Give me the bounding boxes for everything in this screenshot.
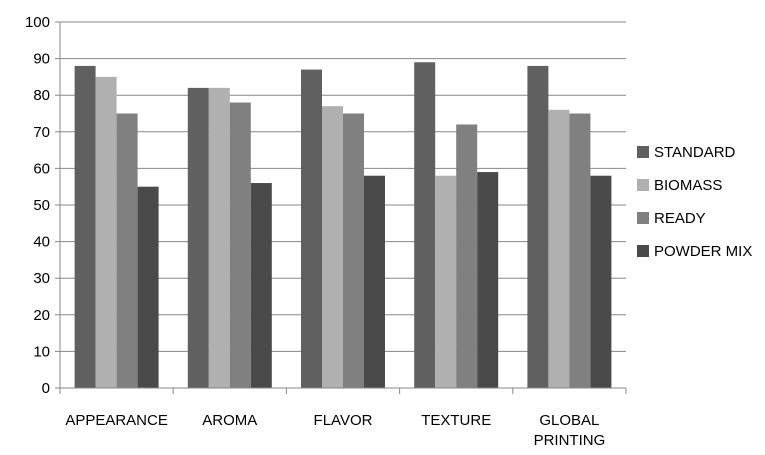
legend-swatch bbox=[637, 179, 649, 191]
legend-swatch bbox=[637, 212, 649, 224]
bar-powder-mix-0 bbox=[137, 186, 159, 388]
bar-ready-0 bbox=[116, 113, 138, 388]
bar-ready-1 bbox=[229, 102, 251, 389]
bar-standard-4 bbox=[527, 65, 549, 389]
x-category-label: TEXTURE bbox=[421, 412, 491, 429]
y-tick-label: 30 bbox=[33, 270, 50, 287]
bar-ready-2 bbox=[343, 113, 364, 388]
bar-standard-3 bbox=[414, 62, 436, 388]
legend-item-standard: STANDARD bbox=[637, 144, 736, 161]
legend-label: READY bbox=[654, 210, 706, 227]
y-tick-labels: 0 10 20 30 40 50 60 70 80 90 100 bbox=[25, 14, 50, 397]
y-tick-label: 90 bbox=[33, 51, 50, 68]
bars bbox=[74, 62, 612, 389]
y-tick-label: 50 bbox=[33, 197, 50, 214]
x-category-label: APPEARANCE bbox=[65, 412, 168, 429]
x-category-label: PRINTING bbox=[534, 432, 606, 449]
y-tick-label: 0 bbox=[42, 380, 50, 397]
legend: STANDARD BIOMASS READY POWDER MIX bbox=[637, 144, 752, 260]
y-tick-label: 40 bbox=[33, 234, 50, 251]
bar-biomass-1 bbox=[208, 87, 230, 388]
bar-powder-mix-4 bbox=[590, 175, 612, 388]
bar-powder-mix-3 bbox=[477, 172, 499, 388]
legend-item-biomass: BIOMASS bbox=[637, 177, 722, 194]
x-category-labels: APPEARANCE AROMA FLAVOR TEXTURE GLOBAL PRINTI… bbox=[65, 412, 605, 449]
bar-biomass-0 bbox=[95, 76, 117, 389]
legend-item-powder-mix: POWDER MIX bbox=[637, 243, 752, 260]
bar-biomass-2 bbox=[322, 106, 343, 389]
x-category-label: AROMA bbox=[202, 412, 257, 429]
y-tick-label: 20 bbox=[33, 307, 50, 324]
y-tick-label: 80 bbox=[33, 87, 50, 104]
legend-swatch bbox=[637, 146, 649, 158]
bar-standard-1 bbox=[187, 87, 209, 388]
y-tick-label: 100 bbox=[25, 14, 50, 31]
bar-standard-0 bbox=[74, 65, 96, 389]
legend-swatch bbox=[637, 245, 649, 257]
bar-biomass-4 bbox=[548, 109, 570, 388]
x-category-label: FLAVOR bbox=[314, 412, 373, 429]
bar-standard-2 bbox=[301, 69, 322, 388]
axes bbox=[55, 21, 627, 394]
y-tick-label: 70 bbox=[33, 124, 50, 141]
bar-ready-4 bbox=[569, 113, 591, 388]
legend-label: POWDER MIX bbox=[654, 243, 752, 260]
bar-powder-mix-2 bbox=[364, 175, 385, 388]
y-tick-label: 60 bbox=[33, 160, 50, 177]
legend-label: BIOMASS bbox=[654, 177, 722, 194]
y-tick-label: 10 bbox=[33, 343, 50, 360]
bar-powder-mix-1 bbox=[250, 183, 272, 388]
bar-ready-3 bbox=[456, 124, 478, 388]
legend-label: STANDARD bbox=[654, 144, 736, 161]
legend-item-ready: READY bbox=[637, 210, 706, 227]
x-category-label: GLOBAL bbox=[539, 412, 599, 429]
bar-biomass-3 bbox=[435, 175, 457, 388]
